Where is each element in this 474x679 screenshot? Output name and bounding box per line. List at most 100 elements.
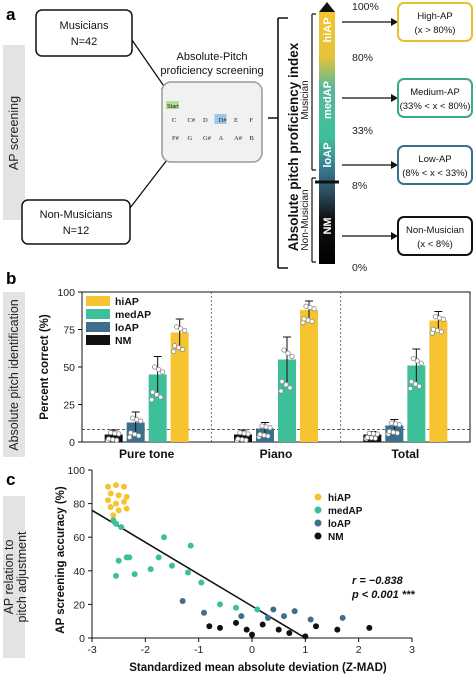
- point-hiAP: [107, 490, 114, 497]
- point-hiAP: [105, 497, 111, 504]
- segment-medap: medAP: [322, 81, 334, 119]
- musician-bracket: [311, 13, 316, 171]
- mark-8: 8%: [352, 180, 367, 192]
- y-tick-label: 0: [69, 437, 75, 449]
- bar-chart: 0 25 50 75 100 Percent correct (%) Pure tone Pi…: [39, 287, 471, 461]
- musicians-label: Musicians: [60, 20, 109, 32]
- point-hiAP: [123, 493, 130, 500]
- subject-dot: [158, 394, 164, 400]
- subject-dot: [301, 316, 307, 322]
- y-tick-label: 80: [73, 499, 85, 511]
- bar-hiAP: [300, 310, 318, 442]
- note-key-label: E: [234, 117, 238, 124]
- point-loAP: [179, 598, 186, 605]
- subject-dot: [287, 385, 293, 391]
- panel-a-letter: a: [6, 5, 16, 24]
- point-loAP: [339, 614, 346, 621]
- bar-hiAP: [429, 320, 448, 442]
- point-hiAP: [115, 492, 122, 499]
- mark-0: 0%: [352, 262, 367, 274]
- panel-b-letter: b: [6, 269, 16, 288]
- legend-label: loAP: [328, 519, 351, 530]
- nonmusicians-count: N=12: [63, 225, 90, 237]
- subject-dot: [182, 328, 188, 334]
- subject-dot: [128, 430, 134, 436]
- subject-dot: [172, 343, 178, 349]
- point-loAP: [281, 613, 287, 620]
- subject-dot: [388, 420, 394, 426]
- point-NM: [243, 626, 250, 633]
- category-range: (x < 8%): [417, 239, 453, 250]
- subject-dot: [237, 430, 243, 436]
- subject-dot: [281, 347, 287, 353]
- category-arrowhead: [391, 18, 398, 26]
- point-NM: [206, 623, 213, 630]
- subject-dot: [108, 430, 114, 436]
- y-tick-label: 75: [63, 325, 75, 337]
- category-box: [397, 216, 473, 256]
- highlighted-key-bg: [214, 114, 227, 124]
- note-key-label: D: [203, 117, 208, 124]
- note-key-label: D#: [219, 117, 228, 124]
- screening-title-line2: proficiency screening: [160, 65, 263, 77]
- subject-dot: [156, 366, 162, 373]
- y-tick-label: 100: [57, 287, 75, 299]
- x-tick-label: -3: [87, 644, 96, 656]
- musicians-box: [35, 9, 133, 57]
- note-key-label: B: [250, 135, 255, 142]
- mark-80: 80%: [352, 52, 373, 64]
- point-hiAP: [105, 483, 111, 490]
- subject-dot: [180, 346, 186, 353]
- point-NM: [233, 619, 239, 626]
- segment-nm: NM: [322, 217, 334, 234]
- x-axis-label: Standardized mean absolute deviation (Z-…: [129, 662, 387, 674]
- subject-dot: [364, 434, 370, 441]
- subject-dot: [235, 436, 241, 442]
- legend-label: medAP: [328, 506, 363, 517]
- subject-dot: [127, 434, 133, 440]
- index-bar: [319, 12, 335, 264]
- legend-marker: [314, 532, 322, 540]
- nonmusicians-label: Non-Musicians: [40, 209, 113, 221]
- screening-screen: [161, 81, 263, 163]
- point-medAP: [169, 562, 175, 569]
- note-key-label: F#: [172, 135, 180, 142]
- panel-a-side-label: AP screening: [7, 96, 21, 170]
- panel-c-letter: c: [6, 470, 15, 489]
- point-medAP: [198, 579, 205, 586]
- point-hiAP: [121, 483, 127, 490]
- x-tick-label: -2: [141, 644, 150, 656]
- y-tick-label: 0: [79, 633, 85, 645]
- legend-label: NM: [115, 335, 132, 347]
- panel-c-side-band: [3, 496, 25, 658]
- note-key-label: G: [188, 135, 193, 142]
- subject-dot: [414, 358, 420, 364]
- subject-dot: [259, 423, 265, 429]
- regression-line: [91, 509, 306, 639]
- subject-dot: [171, 348, 177, 354]
- note-key-label: G#: [203, 135, 212, 142]
- legend-label: NM: [328, 532, 344, 543]
- panel-c-side-label-2: pitch adjustment: [15, 531, 29, 623]
- point-medAP: [254, 606, 261, 613]
- point-NM: [275, 626, 282, 633]
- category-arrowhead: [391, 232, 398, 240]
- legend-swatch: [86, 296, 110, 306]
- subject-dot: [289, 353, 295, 359]
- subject-dot: [150, 389, 156, 395]
- category-range: (x > 80%): [415, 25, 456, 36]
- index-title: Absolute pitch proficiency index: [286, 42, 301, 251]
- category-name: Low-AP: [418, 154, 451, 165]
- nonmusician-label: Non-Musician: [300, 189, 311, 250]
- panel-b-side-band: [3, 292, 25, 457]
- point-loAP: [307, 616, 314, 623]
- category-name: High-AP: [417, 11, 452, 22]
- start-button-bg: [166, 101, 179, 109]
- point-NM: [286, 629, 293, 636]
- point-NM: [259, 621, 266, 628]
- arrow-nonmusicians-to-screen: [129, 155, 171, 209]
- point-NM: [334, 626, 341, 633]
- subject-dot: [432, 314, 438, 320]
- point-hiAP: [113, 500, 119, 507]
